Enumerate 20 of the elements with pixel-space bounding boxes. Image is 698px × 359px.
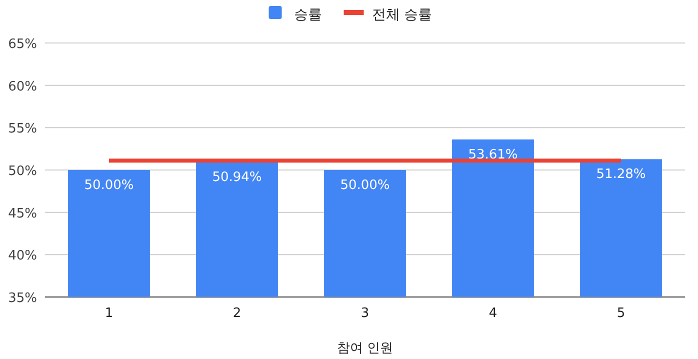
data-label: 50.00% — [340, 178, 390, 193]
legend-label: 승률 — [294, 7, 322, 23]
y-tick-label: 35% — [8, 291, 37, 306]
x-tick-label: 5 — [616, 306, 626, 321]
x-axis-title: 참여 인원 — [336, 341, 394, 356]
y-tick-label: 65% — [8, 37, 37, 52]
y-tick-label: 55% — [8, 122, 37, 137]
x-tick-label: 2 — [232, 306, 242, 321]
x-tick-label: 1 — [104, 306, 114, 321]
y-tick-label: 50% — [8, 164, 37, 179]
y-tick-label: 60% — [8, 79, 37, 94]
legend-label: 전체 승률 — [372, 7, 432, 23]
data-label: 51.28% — [596, 167, 646, 182]
y-tick-label: 40% — [8, 248, 37, 264]
data-label: 50.94% — [212, 170, 262, 186]
x-tick-label: 3 — [360, 306, 370, 321]
x-tick-label: 4 — [488, 306, 498, 321]
y-tick-label: 45% — [8, 206, 37, 222]
data-label: 53.61% — [468, 147, 518, 162]
data-label: 50.00% — [84, 178, 134, 193]
